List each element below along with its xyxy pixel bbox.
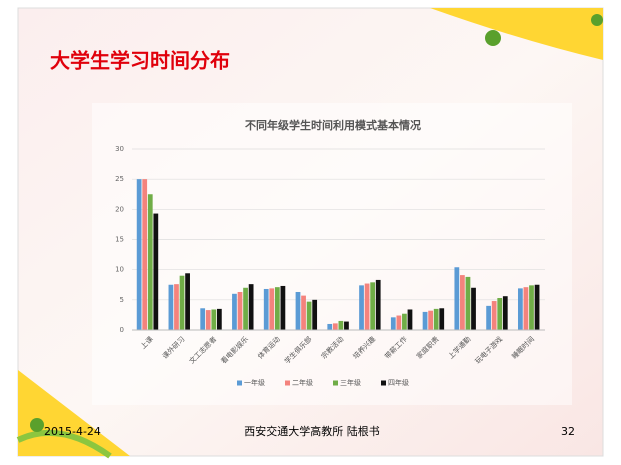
decor-ball xyxy=(485,30,501,46)
bar xyxy=(370,282,375,330)
bar xyxy=(365,284,370,330)
decor-ball xyxy=(591,14,603,26)
slide-title: 大学生学习时间分布 xyxy=(50,49,230,73)
decor-ball xyxy=(30,418,44,432)
bar xyxy=(529,285,534,330)
y-tick-label: 10 xyxy=(115,266,124,274)
bar xyxy=(344,322,349,330)
bar xyxy=(492,301,497,330)
bar xyxy=(402,314,407,330)
bar xyxy=(434,309,439,330)
legend-swatch xyxy=(285,381,290,386)
bar xyxy=(359,285,364,330)
footer-author: 西安交通大学高教所 陆根书 xyxy=(244,424,380,438)
bar xyxy=(376,280,381,330)
slide: 大学生学习时间分布 不同年级学生时间利用模式基本情况 2015-4-24 西安交… xyxy=(0,0,621,461)
bar xyxy=(174,284,179,330)
legend-swatch xyxy=(381,381,386,386)
bar xyxy=(185,273,190,330)
bar xyxy=(281,286,286,330)
bar xyxy=(200,308,205,330)
legend-swatch xyxy=(333,381,338,386)
y-tick-label: 25 xyxy=(115,175,124,183)
chart-area xyxy=(92,103,572,405)
bar xyxy=(396,316,401,330)
bar xyxy=(518,288,523,330)
bar xyxy=(269,288,274,330)
bar xyxy=(296,292,301,330)
bar xyxy=(408,309,413,330)
bar xyxy=(503,296,508,330)
bar xyxy=(275,287,280,330)
bar xyxy=(180,276,185,330)
bar xyxy=(535,285,540,330)
bar xyxy=(153,214,158,330)
bar xyxy=(243,288,248,330)
bar xyxy=(454,267,459,330)
bar xyxy=(238,292,243,330)
bar xyxy=(439,308,444,330)
bar xyxy=(211,309,216,330)
bar xyxy=(301,296,306,330)
bar xyxy=(264,289,269,330)
legend-label: 四年级 xyxy=(388,378,409,387)
bar xyxy=(497,298,502,330)
y-tick-label: 20 xyxy=(115,205,124,213)
bar xyxy=(486,306,491,330)
legend-swatch xyxy=(237,381,242,386)
bar xyxy=(142,179,147,330)
legend-label: 二年级 xyxy=(292,378,313,387)
bar xyxy=(312,300,317,330)
bar xyxy=(148,194,153,330)
bar xyxy=(471,288,476,330)
bar xyxy=(333,323,338,330)
y-tick-label: 5 xyxy=(120,296,124,304)
bar xyxy=(466,277,471,330)
y-tick-label: 15 xyxy=(115,236,124,244)
bar xyxy=(391,317,396,330)
bar xyxy=(232,294,237,330)
legend-label: 三年级 xyxy=(340,378,361,387)
bar xyxy=(137,179,142,330)
bar xyxy=(460,275,465,330)
y-tick-label: 30 xyxy=(115,145,124,153)
bar xyxy=(339,321,344,330)
chart-title: 不同年级学生时间利用模式基本情况 xyxy=(245,118,421,132)
bar xyxy=(423,312,428,330)
bar xyxy=(327,324,332,330)
bar xyxy=(249,284,254,330)
bar xyxy=(307,302,312,330)
bar xyxy=(428,311,433,330)
bar xyxy=(217,309,222,330)
page-number: 32 xyxy=(561,425,575,438)
footer-date: 2015-4-24 xyxy=(44,425,101,438)
bar xyxy=(169,285,174,330)
bar xyxy=(524,287,529,330)
legend-label: 一年级 xyxy=(244,378,265,387)
bar xyxy=(206,310,211,330)
y-tick-label: 0 xyxy=(120,326,124,334)
